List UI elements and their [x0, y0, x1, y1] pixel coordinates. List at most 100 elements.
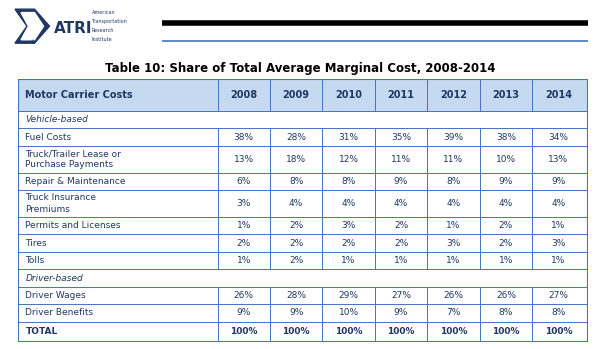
Text: 100%: 100%: [283, 327, 310, 336]
Text: 100%: 100%: [545, 327, 572, 336]
Text: 1%: 1%: [551, 256, 566, 265]
Text: 9%: 9%: [289, 309, 304, 318]
Text: 2014: 2014: [545, 90, 572, 100]
Text: 38%: 38%: [496, 133, 516, 142]
Text: Tolls: Tolls: [25, 256, 44, 265]
Text: 27%: 27%: [548, 291, 568, 300]
Text: Driver-based: Driver-based: [25, 274, 83, 283]
Bar: [18, 217, 588, 235]
Text: 27%: 27%: [391, 291, 411, 300]
Bar: [18, 287, 588, 304]
Text: 6%: 6%: [236, 177, 251, 186]
Text: 2%: 2%: [289, 221, 303, 230]
Text: Truck Insurance
Premiums: Truck Insurance Premiums: [25, 193, 97, 214]
Text: 10%: 10%: [496, 155, 516, 164]
Text: 3%: 3%: [551, 239, 566, 247]
Text: ATRI: ATRI: [54, 21, 92, 36]
Text: 26%: 26%: [234, 291, 254, 300]
Text: Driver Wages: Driver Wages: [25, 291, 86, 300]
Text: 2008: 2008: [230, 90, 257, 100]
Text: 4%: 4%: [341, 199, 356, 208]
Text: ★: ★: [29, 39, 35, 45]
Text: 11%: 11%: [391, 155, 411, 164]
Text: 1%: 1%: [499, 256, 513, 265]
Text: 7%: 7%: [446, 309, 461, 318]
Text: 39%: 39%: [443, 133, 464, 142]
Text: 3%: 3%: [446, 239, 461, 247]
Text: 10%: 10%: [338, 309, 359, 318]
Text: 100%: 100%: [230, 327, 257, 336]
Text: 8%: 8%: [289, 177, 304, 186]
Text: 31%: 31%: [338, 133, 359, 142]
Text: 8%: 8%: [341, 177, 356, 186]
Text: 3%: 3%: [236, 199, 251, 208]
Text: 8%: 8%: [551, 309, 566, 318]
Text: 26%: 26%: [496, 291, 516, 300]
Text: 100%: 100%: [335, 327, 362, 336]
Text: Table 10: Share of Total Average Marginal Cost, 2008-2014: Table 10: Share of Total Average Margina…: [105, 61, 495, 75]
Text: 1%: 1%: [446, 221, 461, 230]
Text: 2%: 2%: [341, 239, 356, 247]
Text: 34%: 34%: [548, 133, 568, 142]
Text: 2013: 2013: [493, 90, 520, 100]
Text: 18%: 18%: [286, 155, 306, 164]
Text: 3%: 3%: [341, 221, 356, 230]
Text: Fuel Costs: Fuel Costs: [25, 133, 71, 142]
Text: Transportation: Transportation: [91, 19, 127, 24]
Bar: [18, 146, 588, 173]
Text: Truck/Trailer Lease or
Purchase Payments: Truck/Trailer Lease or Purchase Payments: [25, 149, 121, 169]
Bar: [18, 252, 588, 269]
Text: 100%: 100%: [387, 327, 415, 336]
Text: 2%: 2%: [289, 239, 303, 247]
Text: TOTAL: TOTAL: [25, 327, 58, 336]
Text: Institute: Institute: [91, 37, 112, 42]
Text: 100%: 100%: [440, 327, 467, 336]
Bar: [18, 128, 588, 146]
Text: 38%: 38%: [233, 133, 254, 142]
Text: 9%: 9%: [394, 309, 408, 318]
Text: 2%: 2%: [236, 239, 251, 247]
Text: 4%: 4%: [446, 199, 461, 208]
Text: Research: Research: [91, 28, 114, 33]
Text: 26%: 26%: [443, 291, 463, 300]
Text: 11%: 11%: [443, 155, 464, 164]
Bar: [18, 322, 588, 342]
Text: 100%: 100%: [492, 327, 520, 336]
Text: 1%: 1%: [341, 256, 356, 265]
Text: 1%: 1%: [236, 256, 251, 265]
Text: 2009: 2009: [283, 90, 310, 100]
Text: Tires: Tires: [25, 239, 47, 247]
Text: 4%: 4%: [289, 199, 303, 208]
Text: 9%: 9%: [499, 177, 513, 186]
Polygon shape: [15, 9, 49, 43]
Text: 1%: 1%: [446, 256, 461, 265]
Text: 1%: 1%: [236, 221, 251, 230]
Text: 2%: 2%: [289, 256, 303, 265]
Text: 8%: 8%: [446, 177, 461, 186]
Bar: [18, 79, 588, 111]
Bar: [18, 269, 588, 287]
Bar: [18, 173, 588, 190]
Text: 2011: 2011: [388, 90, 415, 100]
Text: 28%: 28%: [286, 133, 306, 142]
Text: 2012: 2012: [440, 90, 467, 100]
Text: 4%: 4%: [551, 199, 565, 208]
Text: Repair & Maintenance: Repair & Maintenance: [25, 177, 126, 186]
Text: 4%: 4%: [499, 199, 513, 208]
Polygon shape: [21, 13, 44, 40]
Text: 2010: 2010: [335, 90, 362, 100]
Bar: [18, 190, 588, 217]
Text: 9%: 9%: [551, 177, 566, 186]
Text: 2%: 2%: [394, 239, 408, 247]
Text: 1%: 1%: [551, 221, 566, 230]
Text: Motor Carrier Costs: Motor Carrier Costs: [25, 90, 133, 100]
Text: 13%: 13%: [548, 155, 568, 164]
Text: 2%: 2%: [499, 221, 513, 230]
Text: Vehicle-based: Vehicle-based: [25, 115, 88, 124]
Bar: [18, 304, 588, 322]
Bar: [18, 111, 588, 128]
Text: 2%: 2%: [499, 239, 513, 247]
Text: 1%: 1%: [394, 256, 408, 265]
Text: 8%: 8%: [499, 309, 513, 318]
Text: American: American: [91, 10, 115, 15]
